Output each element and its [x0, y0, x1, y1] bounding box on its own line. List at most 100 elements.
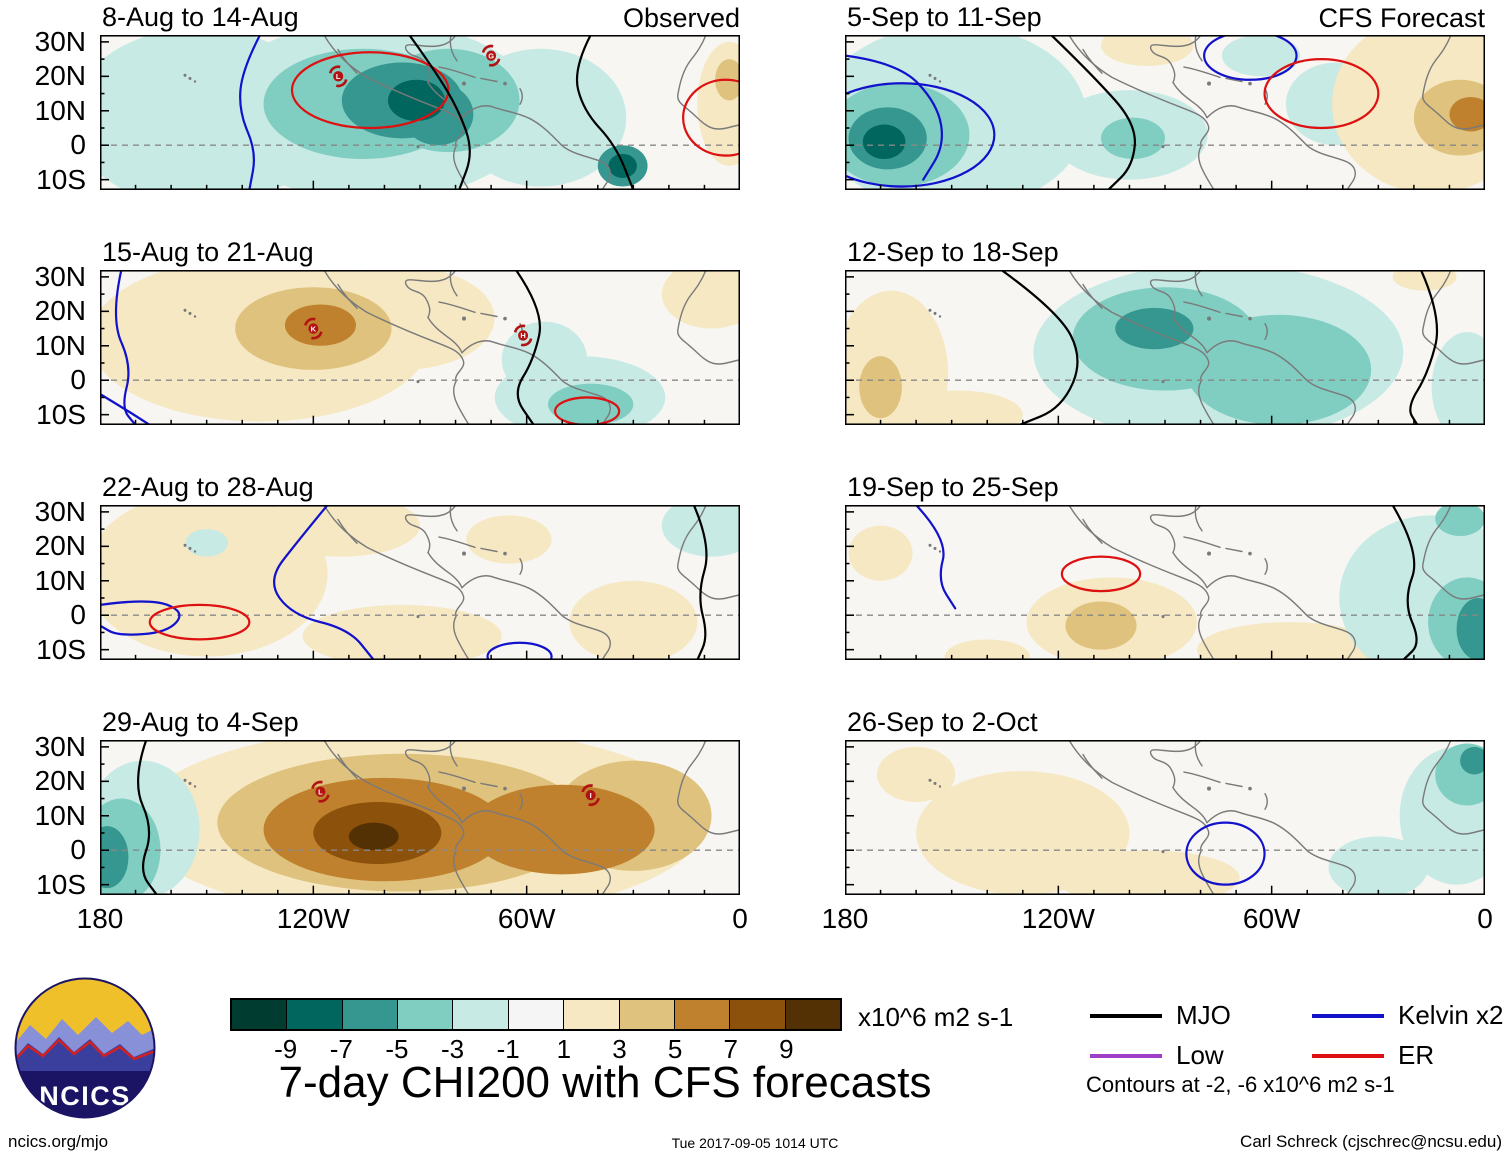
y-tick-label: 0 [70, 834, 86, 866]
x-tick-label: 60W [1242, 903, 1301, 934]
y-tick-label: 10S [36, 398, 86, 430]
low-line-sample [1090, 1053, 1162, 1058]
svg-text:K: K [311, 324, 317, 333]
x-tick-label: 120W [1021, 903, 1095, 934]
colorbar-segment [508, 1000, 565, 1029]
colorbar-tick: 5 [667, 1034, 683, 1064]
x-tick-label: 0 [732, 903, 748, 934]
colorbar-tick: -7 [329, 1034, 353, 1064]
logo-red-ridge-line [15, 1038, 155, 1064]
legend-item-low: Low [1090, 1040, 1224, 1071]
footer-author: Carl Schreck (cjschrec@ncsu.edu) [1240, 1132, 1502, 1151]
svg-text:L: L [336, 72, 341, 81]
y-axis-labels-row4: 30N 20N 10N 0 10S [0, 731, 92, 900]
legend-label: MJO [1176, 1000, 1231, 1030]
panel-title: 12-Sep to 18-Sep [847, 237, 1059, 267]
colorbar-segment [619, 1000, 675, 1029]
legend-item-er: ER [1312, 1040, 1434, 1071]
y-axis-labels-row1: 30N 20N 10N 0 10S [0, 26, 92, 195]
kelvin-line-sample [1312, 1013, 1384, 1018]
colorbar-segment [398, 1000, 454, 1029]
colorbar-tick: -5 [385, 1034, 409, 1064]
x-axis-labels-right: 180 120W 60W 0 [822, 903, 1493, 939]
colorbar-tick: -3 [440, 1034, 465, 1064]
colorbar-tick: 1 [556, 1034, 572, 1064]
svg-text:I: I [590, 791, 592, 800]
legend-label: ER [1398, 1040, 1435, 1070]
logo-text: NCICS [39, 1081, 131, 1111]
mjo-line-sample [1090, 1013, 1162, 1018]
column-header-cfs-forecast: CFS Forecast [1318, 3, 1485, 33]
panel-title: 19-Sep to 25-Sep [847, 472, 1059, 502]
y-tick-label: 10S [36, 633, 86, 665]
legend-label: Low [1176, 1040, 1224, 1070]
map-panel-forecast-week1: 5-Sep to 11-Sep [845, 2, 1485, 190]
map-plot [845, 740, 1485, 895]
x-tick-label: 180 [821, 903, 869, 934]
map-plot [845, 35, 1485, 190]
map-panel-observed-week1: 8-Aug to 14-Aug L G [100, 2, 740, 190]
panel-title: 5-Sep to 11-Sep [847, 2, 1042, 32]
legend-label: Kelvin x2 [1398, 1000, 1504, 1030]
y-axis-labels-row2: 30N 20N 10N 0 10S [0, 261, 92, 430]
y-tick-label: 0 [70, 364, 86, 396]
colorbar-tick-labels: -9 -7 -5 -3 -1 1 3 5 7 9 [230, 1031, 842, 1064]
column-header-observed: Observed [622, 3, 740, 33]
x-tick-label: 180 [76, 903, 124, 934]
y-axis-labels-row3: 30N 20N 10N 0 10S [0, 496, 92, 665]
map-panel-forecast-week3: 19-Sep to 25-Sep [845, 472, 1485, 660]
legend-item-mjo: MJO [1090, 1000, 1231, 1031]
panel-title: 8-Aug to 14-Aug [102, 2, 299, 32]
colorbar-segment [674, 1000, 731, 1029]
y-tick-label: 30N [34, 495, 86, 527]
y-tick-label: 30N [34, 260, 86, 292]
map-plot [845, 505, 1485, 660]
y-tick-label: 0 [70, 129, 86, 161]
contour-levels-note: Contours at -2, -6 x10^6 m2 s-1 [1086, 1072, 1395, 1097]
ncics-logo: NCICS [14, 977, 156, 1119]
colorbar-tick: -1 [496, 1034, 520, 1064]
svg-text:H: H [520, 331, 525, 340]
colorbar-gradient [230, 998, 842, 1031]
colorbar-segment [564, 1000, 620, 1029]
colorbar-tick: 7 [723, 1034, 738, 1064]
y-tick-label: 30N [34, 730, 86, 762]
map-panel-observed-week3: 22-Aug to 28-Aug [100, 472, 740, 660]
colorbar-segment [730, 1000, 786, 1029]
x-tick-label: 120W [276, 903, 350, 934]
y-tick-label: 10N [34, 329, 86, 361]
map-plot [100, 505, 740, 660]
y-tick-label: 0 [70, 599, 86, 631]
y-tick-label: 20N [34, 60, 86, 92]
y-tick-label: 20N [34, 295, 86, 327]
legend-item-kelvin: Kelvin x2 [1312, 1000, 1504, 1031]
colorbar-segment [453, 1000, 509, 1029]
colorbar-tick: -9 [274, 1034, 298, 1064]
er-line-sample [1312, 1053, 1384, 1058]
x-axis-labels-left: 180 120W 60W 0 [77, 903, 748, 939]
y-tick-label: 10N [34, 799, 86, 831]
y-tick-label: 10S [36, 163, 86, 195]
x-tick-label: 0 [1477, 903, 1493, 934]
colorbar-segment [232, 1000, 288, 1029]
footer-website: ncics.org/mjo [8, 1132, 109, 1151]
map-panel-forecast-week2: 12-Sep to 18-Sep [845, 237, 1485, 425]
colorbar-segment [287, 1000, 343, 1029]
panel-title: 29-Aug to 4-Sep [102, 707, 299, 737]
y-tick-label: 10N [34, 564, 86, 596]
y-tick-label: 30N [34, 25, 86, 57]
svg-text:L: L [318, 787, 323, 796]
panel-title: 15-Aug to 21-Aug [102, 237, 314, 267]
y-tick-label: 10N [34, 94, 86, 126]
colorbar-segment [785, 1000, 840, 1029]
colorbar-segment [342, 1000, 399, 1029]
svg-text:G: G [488, 51, 494, 60]
y-tick-label: 20N [34, 765, 86, 797]
map-panel-forecast-week4: 26-Sep to 2-Oct [845, 707, 1485, 895]
colorbar: -9 -7 -5 -3 -1 1 3 5 7 9 [230, 998, 842, 1064]
